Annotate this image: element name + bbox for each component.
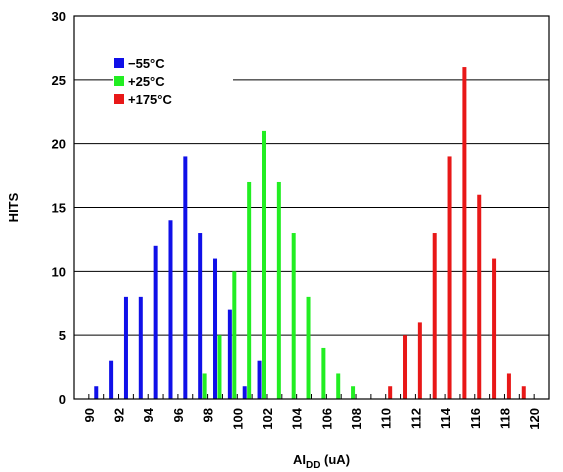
- x-tick-label: 92: [112, 408, 127, 422]
- bar-series-2-point-7: [492, 258, 497, 399]
- legend-swatch: [114, 76, 124, 86]
- y-tick-label: 5: [59, 328, 66, 343]
- data-bars: [94, 67, 526, 400]
- x-tick-label: 100: [230, 408, 245, 430]
- x-tick-label: 90: [82, 408, 97, 422]
- y-tick-label: 30: [52, 9, 66, 24]
- bar-series-0-point-7: [198, 233, 203, 399]
- y-tick-label: 20: [52, 137, 66, 152]
- bar-series-0-point-6: [183, 156, 188, 399]
- bar-series-2-point-2: [417, 322, 422, 399]
- x-tick-label: 94: [141, 407, 156, 422]
- x-tick-label: 108: [349, 408, 364, 430]
- x-axis-ticks: 90 92 94 96 98 100 102 104 106 108 110 112 114 116 118…: [82, 394, 542, 430]
- bar-series-2-point-4: [447, 156, 452, 399]
- bar-series-2-point-0: [388, 386, 393, 399]
- bar-series-1-point-7: [306, 296, 311, 399]
- x-tick-label: 116: [468, 408, 483, 429]
- bar-series-2-point-5: [462, 67, 467, 400]
- bar-series-2-point-1: [403, 335, 408, 399]
- legend-swatch: [114, 94, 124, 104]
- bar-series-0-point-2: [123, 296, 128, 399]
- x-tick-label: 118: [497, 408, 512, 429]
- legend-swatch: [114, 58, 124, 68]
- bar-series-0-point-3: [138, 296, 143, 399]
- y-tick-label: 15: [52, 201, 66, 216]
- x-tick-label: 106: [319, 408, 334, 430]
- bar-series-0-point-10: [242, 386, 247, 399]
- legend-label: +175°C: [128, 92, 172, 107]
- bar-series-1-point-0: [202, 373, 207, 399]
- bar-series-1-point-10: [351, 386, 356, 399]
- legend: −55°C +25°C +175°C: [113, 56, 233, 107]
- bar-series-1-point-8: [321, 347, 326, 399]
- x-tick-label: 96: [171, 408, 186, 422]
- x-axis-title: AIDD (uA): [293, 452, 350, 471]
- bar-series-1-point-1: [217, 335, 222, 399]
- y-tick-label: 25: [52, 73, 66, 88]
- x-tick-label: 98: [201, 408, 216, 422]
- legend-label: +25°C: [128, 74, 165, 89]
- bar-series-1-point-4: [262, 130, 266, 399]
- bar-series-1-point-9: [336, 373, 341, 399]
- x-axis-title-subscript: DD: [306, 460, 320, 471]
- bar-series-0-point-11: [257, 360, 262, 399]
- x-tick-label: 112: [408, 408, 423, 429]
- bar-series-0-point-9: [227, 309, 232, 399]
- bar-series-2-point-6: [477, 194, 482, 399]
- y-axis-ticks: 0 5 10 15 20 25 30: [52, 9, 66, 407]
- y-axis-title: HITS: [6, 192, 21, 222]
- bar-series-0-point-0: [94, 386, 99, 399]
- x-tick-label: 104: [290, 407, 305, 429]
- x-tick-label: 102: [260, 408, 275, 430]
- bar-series-2-point-9: [521, 386, 526, 399]
- bar-series-1-point-6: [291, 233, 296, 399]
- x-tick-label: 120: [527, 408, 542, 430]
- legend-bg: [113, 92, 233, 107]
- x-tick-label: 110: [379, 408, 394, 429]
- bar-series-0-point-1: [109, 360, 114, 399]
- x-tick-label: 114: [438, 407, 453, 429]
- bar-series-1-point-3: [247, 181, 252, 399]
- legend-bg: [113, 74, 233, 89]
- bar-series-0-point-5: [168, 220, 173, 399]
- bar-series-1-point-5: [276, 181, 281, 399]
- legend-bg: [113, 56, 233, 71]
- y-tick-label: 0: [59, 392, 66, 407]
- bar-series-0-point-8: [213, 258, 218, 399]
- y-tick-label: 10: [52, 264, 66, 279]
- bar-series-1-point-2: [232, 271, 237, 399]
- legend-label: −55°C: [128, 56, 165, 71]
- x-axis-title-unit: (uA): [320, 452, 350, 467]
- bar-series-2-point-3: [432, 233, 437, 399]
- bar-series-0-point-4: [153, 245, 158, 399]
- bar-series-2-point-8: [506, 373, 511, 399]
- x-axis-title-main: AI: [293, 452, 306, 467]
